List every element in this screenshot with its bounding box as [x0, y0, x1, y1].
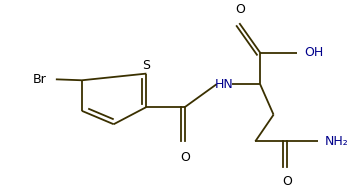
- Text: O: O: [282, 175, 292, 188]
- Text: O: O: [235, 3, 245, 16]
- Text: OH: OH: [304, 46, 324, 59]
- Text: S: S: [143, 59, 151, 72]
- Text: Br: Br: [33, 73, 46, 86]
- Text: O: O: [180, 151, 190, 164]
- Text: NH₂: NH₂: [325, 135, 348, 148]
- Text: HN: HN: [215, 78, 234, 91]
